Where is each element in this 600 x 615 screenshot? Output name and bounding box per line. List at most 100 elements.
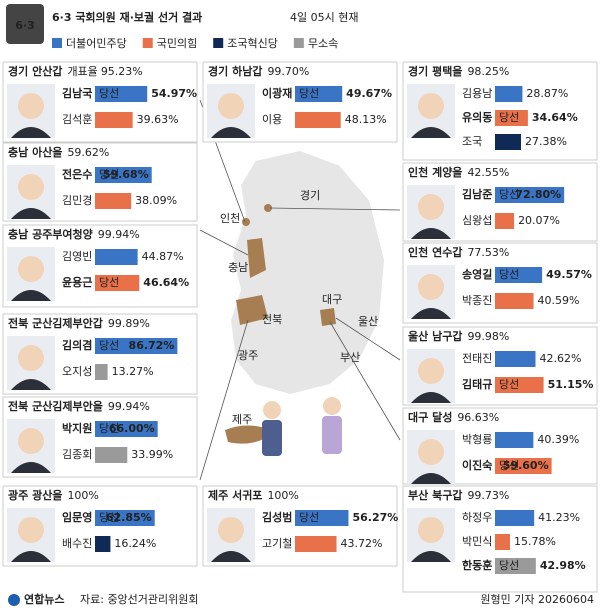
agency: 연합뉴스 (24, 592, 64, 606)
candidate-name: 김민경 (62, 194, 92, 207)
vote-bar (95, 167, 152, 183)
legend-swatch (142, 38, 153, 48)
vote-label: 42.98% (540, 559, 586, 572)
district-name: 경기 안산갑 (8, 64, 62, 78)
photo-face (418, 194, 444, 220)
map-label: 전북 (262, 313, 282, 326)
vote-bar (95, 364, 108, 380)
elected-label: 당선 (499, 378, 519, 391)
map-district (247, 238, 266, 278)
photo-suit (11, 551, 51, 562)
district-name: 대구 달성 (408, 410, 452, 424)
candidate-name: 김남준 (462, 188, 492, 201)
vote-label: 43.72% (341, 537, 383, 550)
elected-label: 당선 (499, 188, 519, 201)
elected-label: 당선 (299, 511, 319, 524)
map-label: 부산 (340, 351, 360, 364)
elected-label: 당선 (99, 511, 119, 524)
vote-bar (295, 536, 337, 552)
vote-label: 27.38% (525, 135, 567, 148)
vote-bar (495, 134, 522, 150)
vote-bar (495, 213, 515, 229)
vote-label: 62.85% (106, 511, 152, 524)
candidate-name: 박민식 (462, 535, 492, 548)
map-label: 인천 (220, 211, 240, 225)
photo-suit (11, 290, 51, 301)
vote-bar (495, 510, 535, 526)
photo-suit (11, 462, 51, 473)
legend-swatch (213, 38, 224, 48)
map-label: 제주 (232, 413, 252, 426)
vote-label: 34.64% (532, 111, 578, 124)
count: 100% (67, 489, 98, 502)
photo-suit (411, 473, 451, 484)
map-district (236, 295, 268, 325)
map-district (264, 204, 272, 212)
district-name: 경기 평택을 (408, 64, 462, 78)
candidate-name: 전은수 (62, 167, 92, 181)
legend-label: 조국혁신당 (227, 37, 278, 50)
vote-label: 49.57% (546, 268, 592, 281)
vote-bar (495, 458, 552, 474)
vote-bar (95, 338, 178, 354)
elected-label: 당선 (499, 459, 519, 472)
elected-label: 당선 (99, 276, 119, 289)
candidate-name: 유의동 (462, 110, 492, 124)
district-name: 제주 서귀포 (208, 488, 262, 502)
count: 59.62% (67, 146, 109, 159)
candidate-name: 오지성 (62, 365, 92, 378)
elected-label: 당선 (99, 168, 119, 181)
candidate-name: 김남국 (62, 87, 92, 100)
count: 99.94% (98, 228, 140, 241)
count: 42.55% (467, 166, 509, 179)
count: 99.94% (108, 400, 150, 413)
photo-suit (211, 127, 251, 138)
photo-suit (211, 551, 251, 562)
vote-bar (295, 510, 349, 526)
vote-bar (95, 249, 138, 265)
legend-swatch (293, 38, 304, 48)
photo-face (418, 439, 444, 465)
connector (269, 207, 401, 211)
photo-face (218, 517, 244, 543)
photo-suit (411, 308, 451, 319)
connector (329, 321, 401, 441)
photo-face (18, 93, 44, 119)
district-name: 인천 연수갑 (408, 245, 462, 259)
count: 99.89% (108, 317, 150, 330)
vote-label: 59.60% (503, 459, 549, 472)
candidate-name: 박형룡 (462, 433, 492, 446)
photo-face (18, 256, 44, 282)
elected-label: 당선 (499, 111, 519, 124)
photo-face (418, 517, 444, 543)
vote-label: 42.62% (539, 352, 581, 365)
count: 98.25% (467, 65, 509, 78)
candidate-name: 김의겸 (62, 338, 92, 352)
vote-bar (95, 275, 140, 291)
vote-label: 59.68% (103, 168, 149, 181)
candidate-name: 고기철 (262, 537, 292, 550)
vote-label: 86.72% (129, 339, 175, 352)
vote-bar (495, 110, 528, 126)
map-district (242, 218, 250, 226)
logo-box (6, 4, 44, 44)
map-label: 충남 (228, 261, 248, 274)
photo-face (418, 358, 444, 384)
photo-suit (411, 127, 451, 138)
legend-label: 더불어민주당 (66, 37, 127, 50)
vote-bar (495, 293, 534, 309)
vote-bar (495, 558, 536, 574)
vote-bar (95, 193, 132, 209)
logo-text: 6·3 (15, 19, 35, 32)
vote-bar (295, 86, 343, 102)
candidate-name: 이용 (262, 113, 282, 126)
candidate-name: 박종진 (462, 294, 492, 307)
timestamp: 4일 05시 현재 (290, 10, 358, 24)
legend-label: 무소속 (308, 37, 338, 50)
district-name: 인천 계양을 (408, 165, 462, 179)
legend-swatch (52, 38, 62, 48)
vote-label: 38.09% (135, 194, 177, 207)
vote-bar (95, 421, 158, 437)
vote-label: 28.87% (526, 87, 568, 100)
vote-label: 54.97% (151, 87, 197, 100)
